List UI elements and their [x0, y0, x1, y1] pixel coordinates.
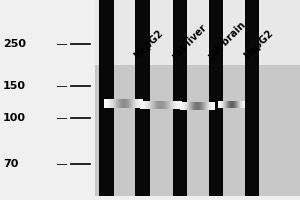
Text: 70: 70: [3, 159, 18, 169]
Bar: [99, 0, 114, 196]
Text: —: —: [53, 81, 68, 91]
Bar: [94, 65, 300, 196]
Text: 100: 100: [3, 113, 26, 123]
Text: rat brain: rat brain: [206, 20, 247, 61]
Text: 150: 150: [3, 81, 26, 91]
Text: —: —: [53, 159, 68, 169]
Text: rat liver: rat liver: [170, 23, 208, 61]
Text: 250: 250: [3, 39, 26, 49]
Bar: [245, 0, 259, 196]
Text: —: —: [53, 113, 68, 123]
Bar: [94, 0, 300, 65]
Bar: [209, 0, 223, 196]
Text: —: —: [53, 39, 68, 49]
Bar: [173, 0, 187, 196]
Text: HepG2: HepG2: [132, 28, 165, 61]
Text: HepG2: HepG2: [242, 28, 275, 61]
Bar: [135, 0, 150, 196]
